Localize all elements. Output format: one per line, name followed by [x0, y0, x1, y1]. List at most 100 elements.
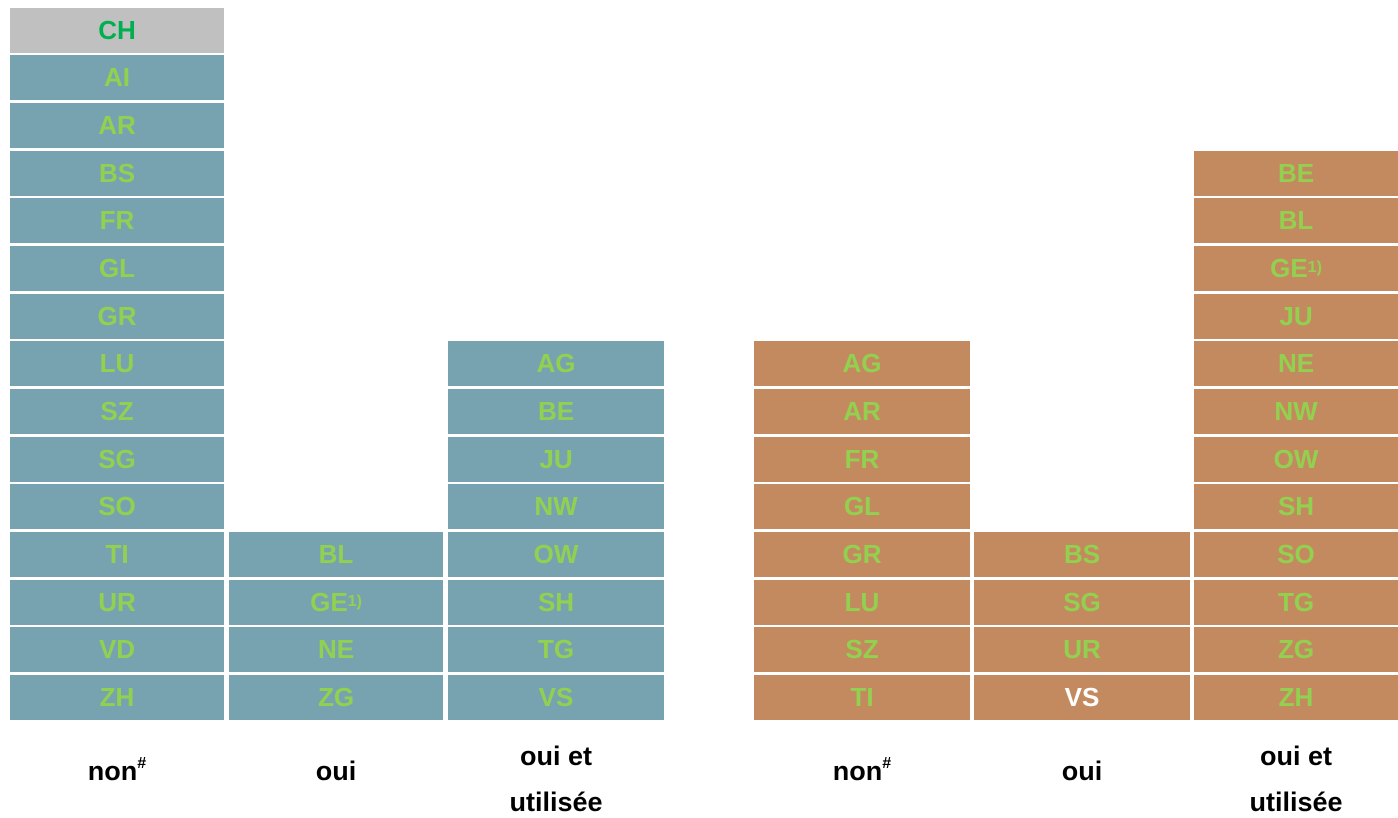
cell: NE	[229, 627, 443, 673]
text: BL	[1278, 205, 1314, 236]
cell: NW	[448, 484, 664, 530]
text: GE	[310, 586, 348, 617]
cell: SH	[1194, 484, 1398, 530]
text: ZG	[1277, 634, 1315, 665]
label-line: oui et	[1194, 733, 1398, 779]
cell: VD	[10, 627, 224, 673]
text: NE	[317, 634, 355, 665]
text: SZ	[845, 634, 879, 665]
text: VS	[538, 682, 574, 712]
text: oui et	[1260, 741, 1332, 771]
text: AG	[536, 348, 576, 379]
column-label: non#	[754, 748, 970, 794]
text: non	[832, 756, 883, 786]
cell: CH	[10, 7, 224, 53]
cell: BE	[448, 388, 664, 434]
cell: GL	[754, 484, 970, 530]
text: utilisée	[509, 787, 603, 817]
label-line: utilisée	[448, 779, 664, 818]
cell: GE 1)	[229, 579, 443, 625]
text: TI	[105, 538, 129, 569]
cell: ZG	[229, 675, 443, 720]
text: SG	[1063, 586, 1101, 617]
cell: SO	[10, 484, 224, 530]
text: GR	[97, 300, 137, 331]
cell: SZ	[754, 627, 970, 673]
text: NW	[1274, 395, 1318, 426]
cell: BL	[229, 531, 443, 577]
text: non	[87, 756, 138, 786]
cell: UR	[974, 627, 1190, 673]
text: GR	[842, 538, 882, 569]
text: NW	[534, 491, 578, 522]
cell: VS	[448, 675, 664, 720]
text: SH	[1277, 491, 1315, 522]
cell: SG	[10, 436, 224, 482]
column-label: oui et utilisée	[448, 733, 664, 818]
cell: TI	[10, 531, 224, 577]
text: ZH	[1278, 682, 1314, 712]
cell: GL	[10, 245, 224, 291]
text: JU	[539, 443, 573, 474]
cell: OW	[1194, 436, 1398, 482]
text: FR	[844, 443, 880, 474]
cell: SO	[1194, 531, 1398, 577]
text: utilisée	[1249, 787, 1343, 817]
text: VD	[98, 634, 136, 665]
cell: SH	[448, 579, 664, 625]
cell: AR	[10, 102, 224, 148]
text: oui et	[520, 741, 592, 771]
text: TG	[537, 634, 575, 665]
text: BS	[98, 157, 136, 188]
text: TI	[850, 682, 874, 712]
label-line: utilisée	[1194, 779, 1398, 818]
text: LU	[844, 586, 880, 617]
text: oui	[315, 756, 357, 786]
text: oui	[1061, 756, 1103, 786]
cell: OW	[448, 531, 664, 577]
column-label: oui	[974, 748, 1190, 794]
cell: ZH	[10, 675, 224, 720]
text: TG	[1277, 586, 1315, 617]
text: GL	[843, 491, 881, 522]
text: BL	[318, 538, 354, 569]
cell: SG	[974, 579, 1190, 625]
cell: AG	[754, 341, 970, 387]
label-line: oui et	[448, 733, 664, 779]
cell: NW	[1194, 388, 1398, 434]
text: AG	[842, 348, 882, 379]
cell: VS	[974, 675, 1190, 720]
text: BS	[1063, 538, 1101, 569]
cell: LU	[10, 341, 224, 387]
cell: FR	[10, 198, 224, 244]
text: SZ	[100, 395, 134, 426]
text: GL	[98, 252, 136, 283]
text: ZH	[99, 682, 135, 712]
cell: GR	[10, 293, 224, 339]
text: SG	[98, 443, 136, 474]
text: SO	[98, 491, 136, 522]
cell: TI	[754, 675, 970, 720]
text: LU	[99, 348, 135, 379]
text: ZG	[317, 682, 355, 712]
cell: JU	[1194, 293, 1398, 339]
text: AI	[104, 62, 130, 93]
text: OW	[533, 538, 579, 569]
text: FR	[99, 205, 135, 236]
cell: GR	[754, 531, 970, 577]
cell: BL	[1194, 198, 1398, 244]
text: BE	[1277, 157, 1315, 188]
text: BE	[537, 395, 575, 426]
cell: NE	[1194, 341, 1398, 387]
text: UR	[98, 586, 136, 617]
column-label: oui et utilisée	[1194, 733, 1398, 818]
text: GE	[1270, 252, 1308, 283]
text: VS	[1064, 682, 1100, 712]
cell: LU	[754, 579, 970, 625]
cell: SZ	[10, 388, 224, 434]
text: AR	[843, 395, 881, 426]
cell: ZG	[1194, 627, 1398, 673]
cell: TG	[448, 627, 664, 673]
superscript: #	[137, 755, 147, 772]
text: AR	[98, 109, 136, 140]
